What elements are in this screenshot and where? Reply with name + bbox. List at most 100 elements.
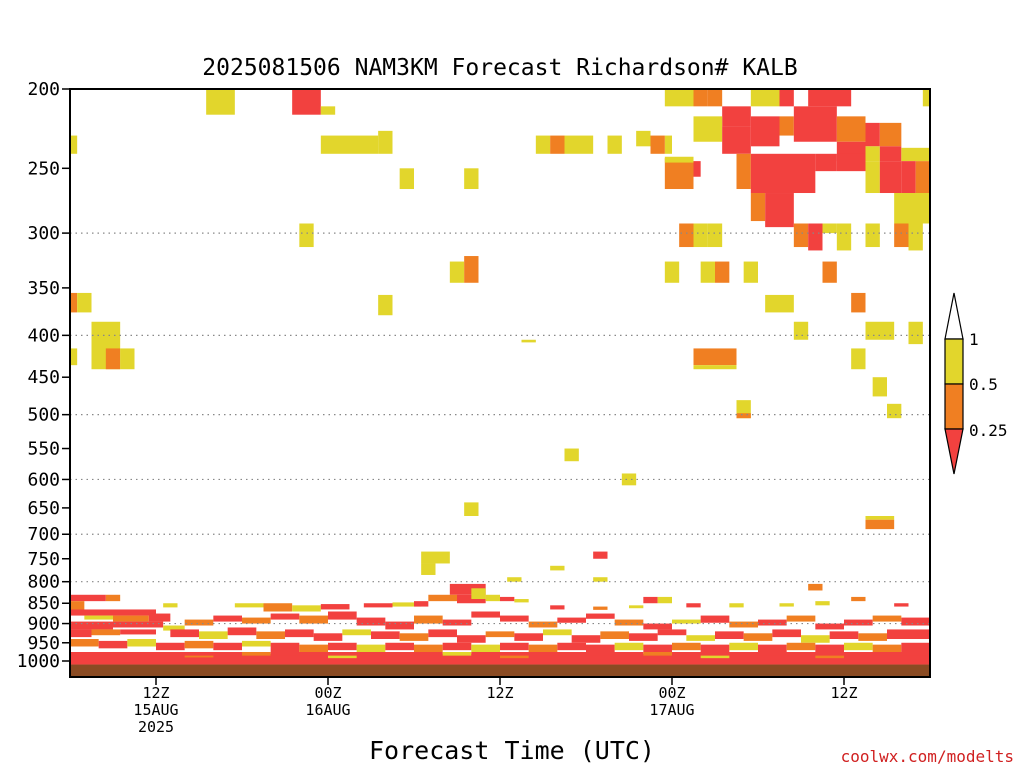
- ri-cell: [686, 603, 701, 608]
- ri-cell: [328, 642, 357, 651]
- legend-label: 0.5: [969, 375, 998, 394]
- ri-cell: [399, 633, 429, 641]
- ri-cell: [750, 116, 780, 147]
- ri-cell: [808, 223, 823, 251]
- ri-cell: [865, 223, 880, 248]
- ri-cell: [793, 106, 837, 142]
- ri-cell: [457, 635, 486, 643]
- ri-cell: [385, 642, 414, 651]
- ri-cell: [894, 193, 930, 224]
- y-tick-label: 800: [27, 572, 60, 593]
- ri-cell: [70, 639, 99, 647]
- ri-cell: [105, 348, 121, 370]
- ri-cell: [729, 642, 758, 651]
- ri-cell: [664, 89, 694, 107]
- ri-cell: [879, 146, 902, 162]
- ri-cell: [270, 652, 443, 656]
- ri-cell: [514, 599, 529, 603]
- ri-cell: [586, 613, 615, 619]
- ri-cell: [227, 627, 257, 636]
- ri-cell: [879, 161, 902, 194]
- y-tick-label: 750: [27, 549, 60, 570]
- ri-cell: [464, 168, 479, 190]
- ri-cell: [750, 153, 780, 194]
- ri-cell: [700, 261, 715, 283]
- ri-cell: [901, 161, 916, 194]
- ri-cell: [292, 89, 321, 115]
- ri-cell: [84, 615, 113, 620]
- ri-cell: [263, 603, 293, 612]
- ri-cell: [851, 292, 866, 313]
- ri-cell: [299, 223, 314, 248]
- ri-cell: [242, 617, 271, 624]
- y-tick-label: 500: [27, 405, 60, 426]
- ri-cell: [342, 629, 371, 636]
- ri-cell: [442, 642, 472, 651]
- ri-cell: [836, 223, 852, 251]
- ri-cell: [664, 156, 694, 163]
- ri-cell: [127, 639, 156, 647]
- ri-cell: [650, 135, 665, 154]
- ri-cell: [514, 633, 543, 641]
- ri-cell: [299, 644, 328, 653]
- ri-cell: [908, 223, 923, 251]
- ri-cell: [793, 223, 809, 248]
- ri-cell: [715, 261, 730, 283]
- ri-cell: [729, 621, 758, 628]
- ri-cell: [270, 613, 300, 620]
- ri-cell: [779, 116, 794, 136]
- ri-cell: [779, 153, 816, 194]
- ri-cell: [901, 617, 930, 626]
- ri-cell: [464, 256, 479, 283]
- ri-cell: [464, 502, 479, 517]
- ri-cell: [414, 644, 443, 654]
- legend: 1 0.5 0.25: [944, 292, 1008, 475]
- ri-cell: [586, 644, 615, 653]
- ri-cell: [779, 89, 794, 107]
- y-tick-label: 200: [27, 79, 60, 100]
- ri-cell: [729, 603, 744, 608]
- ri-cell: [593, 606, 608, 610]
- ri-cell: [292, 605, 321, 612]
- ri-cell: [70, 652, 242, 656]
- ri-cell: [614, 642, 644, 651]
- ri-cell: [700, 655, 730, 659]
- y-tick-label: 900: [27, 614, 60, 635]
- ri-cell: [722, 126, 751, 154]
- legend-swatch: [944, 338, 964, 385]
- ri-cell: [120, 629, 156, 635]
- ri-cell: [686, 635, 715, 641]
- x-tick-label: 16AUG: [305, 701, 350, 719]
- ri-cell: [822, 261, 837, 283]
- ri-cell: [700, 615, 730, 623]
- ri-cell: [313, 633, 343, 641]
- ri-cell: [428, 594, 457, 602]
- ri-cell: [851, 348, 866, 370]
- legend-swatch-bottom: [944, 428, 964, 475]
- ri-cell: [672, 642, 701, 651]
- credit-text: coolwx.com/modelts: [841, 747, 1014, 766]
- y-tick-label: 950: [27, 633, 60, 654]
- legend-label: 0.25: [969, 421, 1008, 440]
- x-tick-label: 00Z: [658, 684, 685, 702]
- ri-cell: [371, 631, 400, 640]
- ri-cell: [485, 594, 500, 602]
- pressure-gridlines: [70, 232, 930, 625]
- y-tick-label: 600: [27, 469, 60, 490]
- ri-cell: [872, 644, 902, 653]
- ri-cell: [213, 615, 242, 622]
- ri-cell: [607, 135, 622, 154]
- ri-cell: [156, 642, 185, 651]
- ri-cell: [765, 193, 794, 228]
- ri-cell: [822, 223, 837, 234]
- y-axis-ticks: 200 250 300 350 400 450 500 550 600 650 700 7508008…: [17, 79, 70, 672]
- ri-cell: [242, 652, 271, 656]
- y-tick-label: 850: [27, 593, 60, 614]
- ri-cell: [693, 365, 737, 370]
- ri-cell: [285, 629, 314, 638]
- ri-cell: [199, 631, 228, 640]
- ri-cell: [664, 261, 680, 283]
- ri-cell: [786, 642, 816, 651]
- ri-cell: [887, 403, 902, 419]
- ri-cell: [184, 619, 214, 626]
